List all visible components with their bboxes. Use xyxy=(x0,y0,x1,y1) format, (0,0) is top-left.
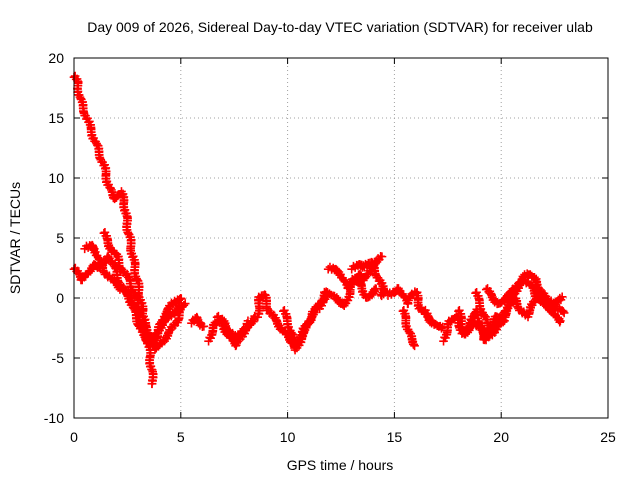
x-tick-label: 0 xyxy=(70,429,78,445)
data-point xyxy=(377,252,387,261)
y-tick-label: 10 xyxy=(48,170,64,186)
grid xyxy=(74,58,608,418)
data-point xyxy=(557,292,567,302)
data-point xyxy=(455,306,464,315)
x-tick-label: 15 xyxy=(387,429,403,445)
data-point xyxy=(376,290,386,299)
y-tick-label: 20 xyxy=(48,50,64,66)
x-axis-label: GPS time / hours xyxy=(287,457,394,473)
data-point xyxy=(558,307,568,316)
data-point xyxy=(343,296,353,305)
y-axis-label: SDTVAR / TECUs xyxy=(7,182,23,294)
y-tick-label: -5 xyxy=(52,350,65,366)
x-tick-label: 25 xyxy=(600,429,616,445)
y-tick-label: 15 xyxy=(48,110,64,126)
data-point xyxy=(556,316,565,326)
data-point xyxy=(180,299,190,308)
data-point xyxy=(559,308,569,318)
y-tick-label: 0 xyxy=(56,290,64,306)
chart-title: Day 009 of 2026, Sidereal Day-to-day VTE… xyxy=(87,19,593,35)
x-tick-label: 20 xyxy=(493,429,509,445)
data-point xyxy=(199,322,209,331)
axis-ticks: 0 5 10 15 20 25 -10 -5 0 5 10 15 20 xyxy=(44,50,616,445)
data-point xyxy=(147,379,157,388)
data-point xyxy=(243,316,253,326)
y-tick-label: -10 xyxy=(44,410,64,426)
data-point xyxy=(410,341,419,351)
x-tick-label: 10 xyxy=(280,429,296,445)
x-tick-label: 5 xyxy=(177,429,185,445)
data-point xyxy=(371,284,381,294)
data-points xyxy=(69,71,569,389)
data-point xyxy=(308,307,317,316)
y-tick-label: 5 xyxy=(56,230,64,246)
